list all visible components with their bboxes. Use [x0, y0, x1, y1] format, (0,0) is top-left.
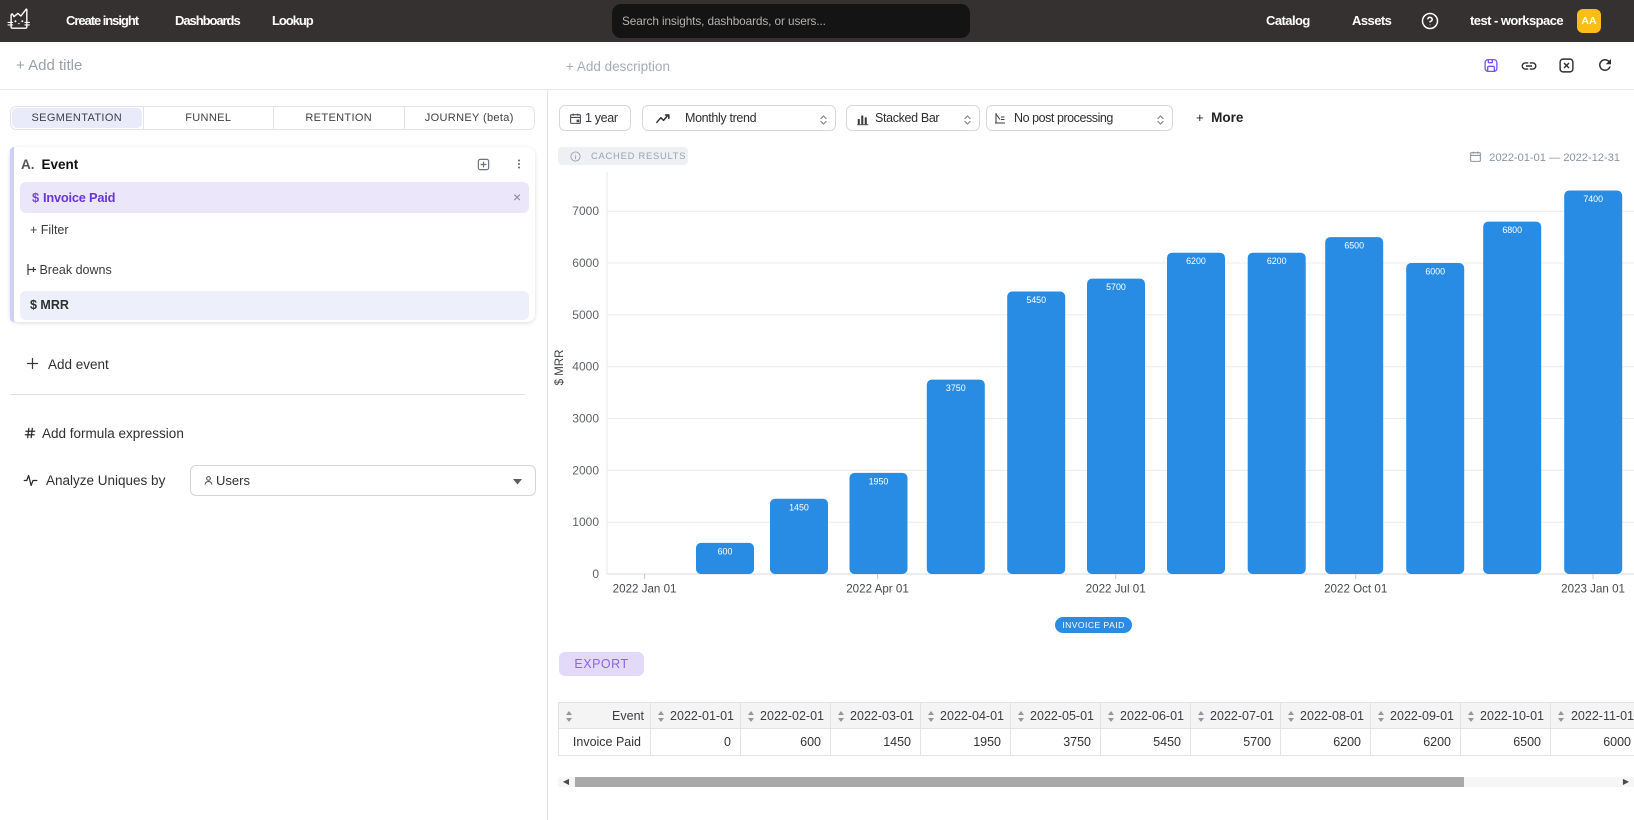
svg-text:6200: 6200 [1267, 256, 1287, 266]
svg-text:5450: 5450 [1026, 295, 1046, 305]
svg-text:2000: 2000 [572, 463, 599, 477]
svg-text:6000: 6000 [572, 256, 599, 270]
svg-text:7000: 7000 [572, 204, 599, 218]
svg-text:4000: 4000 [572, 360, 599, 374]
svg-text:1950: 1950 [869, 476, 889, 486]
svg-text:3000: 3000 [572, 412, 599, 426]
svg-text:6800: 6800 [1502, 225, 1522, 235]
svg-text:6000: 6000 [1425, 267, 1445, 277]
svg-text:2022 Oct 01: 2022 Oct 01 [1324, 583, 1387, 596]
svg-text:600: 600 [718, 546, 733, 556]
svg-text:2023 Jan 01: 2023 Jan 01 [1561, 583, 1625, 596]
svg-text:6200: 6200 [1186, 256, 1206, 266]
svg-text:5700: 5700 [1106, 282, 1126, 292]
svg-text:1000: 1000 [572, 515, 599, 529]
svg-text:2022 Jan 01: 2022 Jan 01 [613, 583, 677, 596]
svg-text:1450: 1450 [789, 502, 809, 512]
svg-text:7400: 7400 [1583, 194, 1603, 204]
svg-text:2022 Jul 01: 2022 Jul 01 [1086, 583, 1146, 596]
svg-text:3750: 3750 [946, 383, 966, 393]
svg-text:0: 0 [592, 567, 599, 581]
svg-text:5000: 5000 [572, 308, 599, 322]
svg-text:$ MRR: $ MRR [554, 350, 566, 386]
svg-text:6500: 6500 [1344, 241, 1364, 251]
svg-text:2022 Apr 01: 2022 Apr 01 [846, 583, 909, 596]
